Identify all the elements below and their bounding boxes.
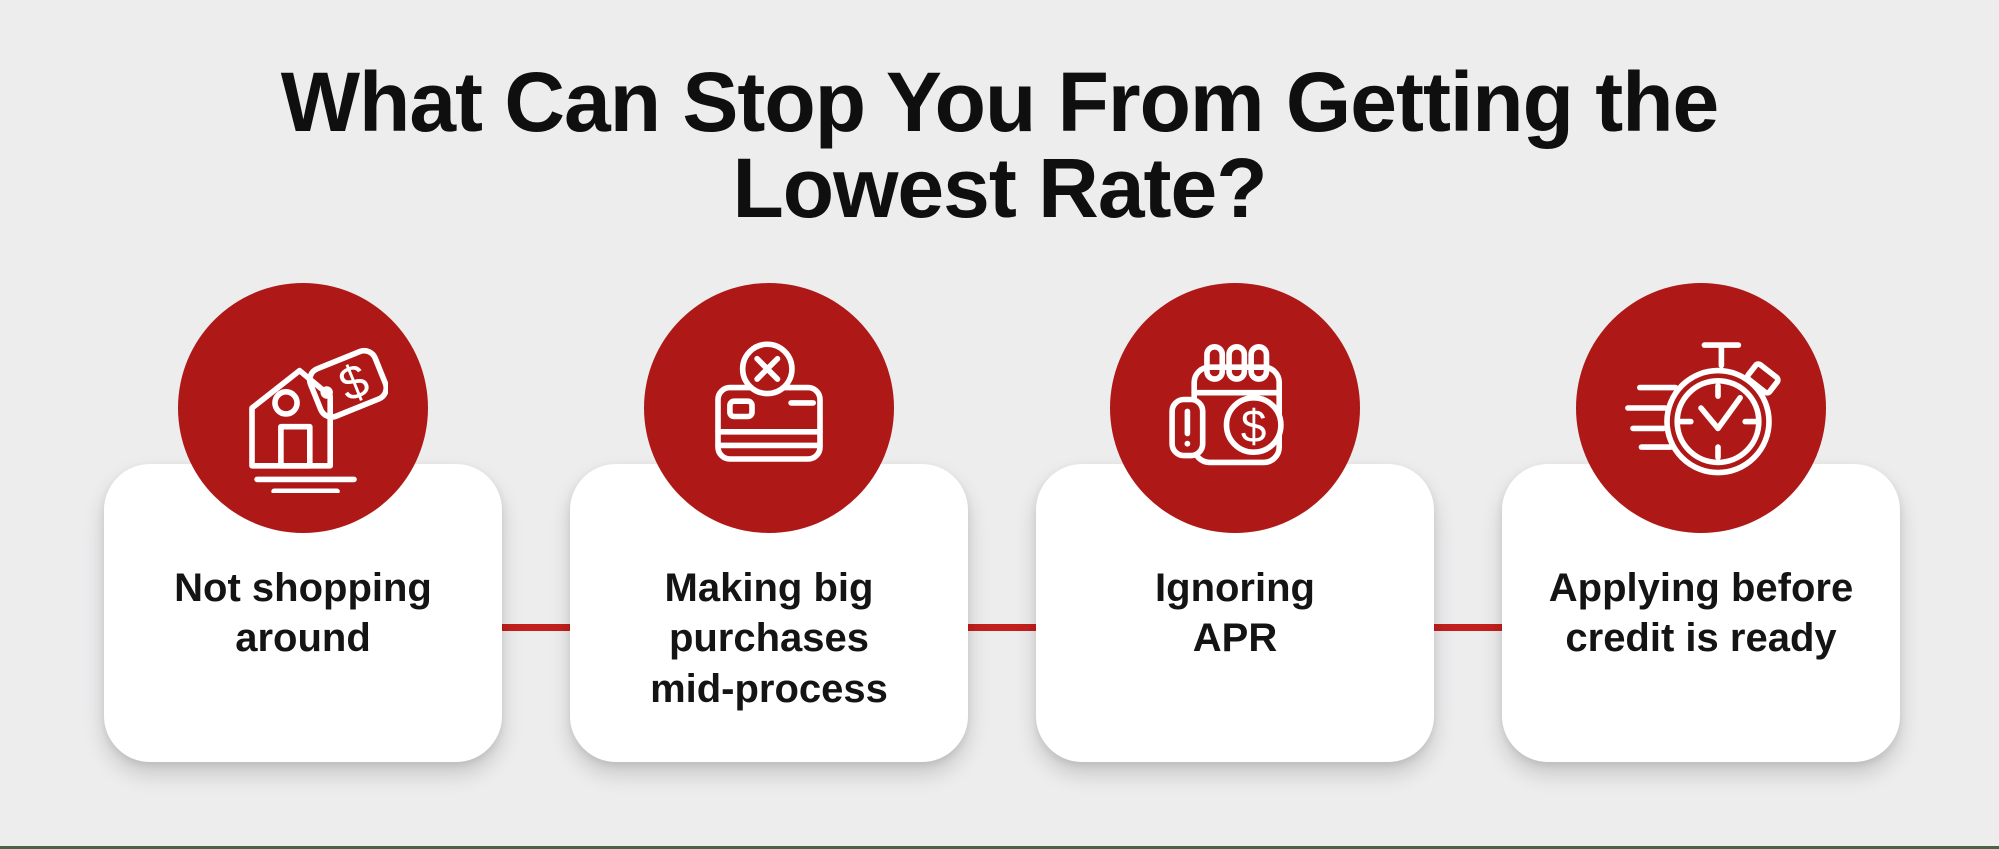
connector-line [493,624,585,631]
icon-circle: $ [178,283,428,533]
step-applying-before-ready: Applying before credit is ready [1502,283,1900,762]
svg-text:$: $ [332,354,376,413]
page-title: What Can Stop You From Getting the Lowes… [280,55,1719,235]
card-label: Applying before credit is ready [1548,566,1854,661]
svg-text:$: $ [1241,400,1267,452]
step-not-shopping-around: Not shopping around $ [104,283,502,762]
icon-circle: $ [1110,283,1360,533]
connector-line [1425,624,1517,631]
fast-stopwatch-icon [1625,342,1781,476]
calendar-dollar-alert-icon: $ [1169,343,1284,466]
connector-line [959,624,1051,631]
house-price-tag-icon: $ [249,347,388,493]
card-label: Ignoring APR [1155,566,1315,661]
credit-card-declined-icon [715,341,823,462]
icon-circle [1576,283,1826,533]
bottom-accent-line [0,846,1999,849]
step-making-big-purchases: Making big purchases mid-process [570,283,968,762]
card-label: Not shopping around [174,566,432,661]
step-ignoring-apr: Ignoring APR $ [1036,283,1434,762]
card-label: Making big purchases mid-process [650,566,888,711]
icon-circle [644,283,894,533]
